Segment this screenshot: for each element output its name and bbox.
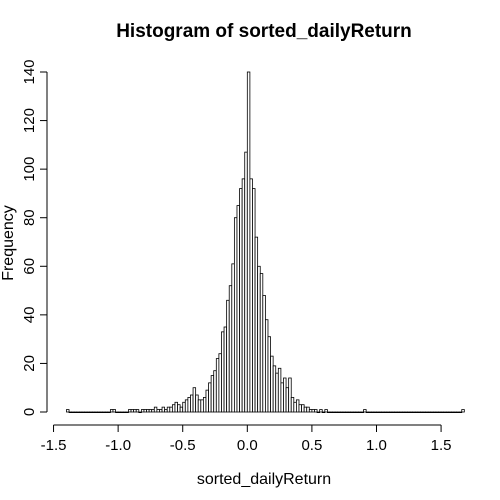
x-tick-label: -0.5: [170, 437, 196, 454]
x-tick-label: 0.5: [301, 437, 322, 454]
x-tick-label: 1.0: [366, 437, 387, 454]
histogram-bar: [363, 409, 367, 413]
histogram-bars: [66, 71, 465, 414]
x-tick-label: 0.0: [237, 437, 258, 454]
histogram-bar: [461, 409, 465, 413]
histogram-bar: [319, 409, 323, 413]
y-tick-label: 60: [21, 258, 38, 275]
y-tick-label: 40: [21, 307, 38, 324]
histogram-bar: [66, 409, 70, 413]
histogram-bar: [314, 409, 318, 413]
x-axis-label: sorted_dailyReturn: [197, 471, 331, 488]
histogram-bar: [112, 409, 116, 413]
y-tick-label: 140: [21, 59, 38, 84]
x-tick-label: -1.0: [105, 437, 131, 454]
y-tick-label: 100: [21, 157, 38, 182]
x-tick-label: 1.5: [431, 437, 452, 454]
y-tick-label: 0: [21, 408, 38, 416]
y-axis: 0 20 40 60 80 100 120 140: [21, 59, 48, 416]
y-tick-label: 80: [21, 209, 38, 226]
y-tick-label: 20: [21, 355, 38, 372]
histogram-bar: [135, 409, 140, 413]
histogram-bar: [324, 409, 328, 413]
y-axis-label: Frequency: [0, 205, 17, 281]
y-tick-label: 120: [21, 108, 38, 133]
histogram-bar: [288, 377, 292, 413]
x-axis: -1.5 -1.0 -0.5 0.0 0.5 1.0 1.5: [41, 424, 452, 454]
x-tick-label: -1.5: [41, 437, 67, 454]
chart-title: Histogram of sorted_dailyReturn: [116, 21, 412, 42]
